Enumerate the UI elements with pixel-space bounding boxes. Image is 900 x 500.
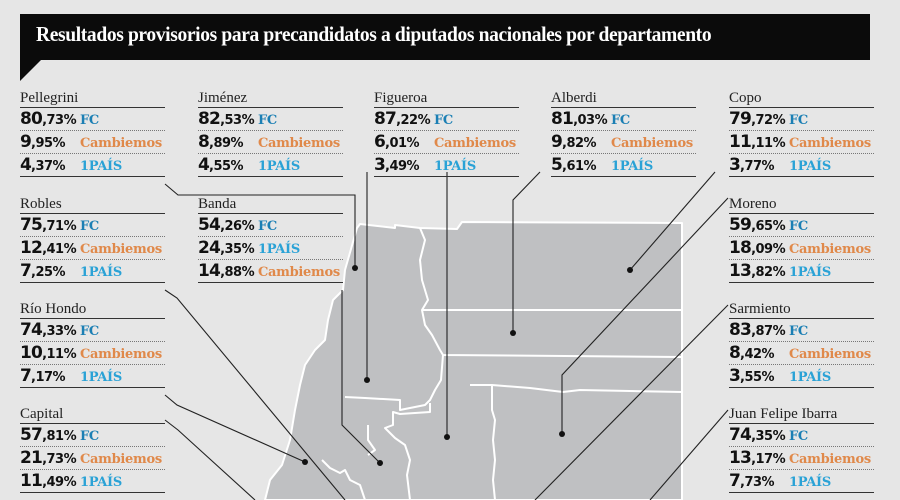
result-row: 3,55% 1PAÍS (729, 365, 874, 388)
dot-figueroa (444, 434, 450, 440)
result-row: 8,42% Cambiemos (729, 342, 874, 365)
result-row: 10,11% Cambiemos (20, 342, 165, 365)
dept-sarmiento: Sarmiento 83,87% FC 8,42% Cambiemos 3,55% 1… (729, 301, 874, 388)
dept-name: Alberdi (551, 90, 696, 108)
result-row: 82,53% FC (198, 108, 343, 131)
result-row: 74,35% FC (729, 424, 874, 447)
result-row: 11,11% Cambiemos (729, 131, 874, 154)
dept-name: Pellegrini (20, 90, 165, 108)
leader-copo (629, 171, 716, 271)
result-row: 5,61% 1PAÍS (551, 154, 696, 177)
result-row: 11,49% 1PAÍS (20, 470, 165, 493)
dept-rio-hondo: Río Hondo 74,33% FC 10,11% Cambiemos 7,17%… (20, 301, 165, 388)
result-row: 3,49% 1PAÍS (374, 154, 519, 177)
dept-jimenez: Jiménez 82,53% FC 8,89% Cambiemos 4,55% 1PA… (198, 90, 343, 177)
dept-banda: Banda 54,26% FC 24,35% 1PAÍS 14,88% Cambiem… (198, 196, 343, 283)
dept-moreno: Moreno 59,65% FC 18,09% Cambiemos 13,82% 1P… (729, 196, 874, 283)
leader-ibarra (649, 409, 729, 500)
dept-copo: Copo 79,72% FC 11,11% Cambiemos 3,77% 1PAÍS (729, 90, 874, 177)
result-row: 6,01% Cambiemos (374, 131, 519, 154)
result-row: 83,87% FC (729, 319, 874, 342)
leader-sarmiento (534, 304, 729, 500)
dept-name: Río Hondo (20, 301, 165, 319)
dot-pellegrini (352, 265, 358, 271)
dept-juan-felipe-ibarra: Juan Felipe Ibarra 74,35% FC 13,17% Cambie… (729, 406, 874, 493)
dept-name: Juan Felipe Ibarra (729, 406, 874, 424)
leader-capital (164, 419, 256, 500)
dept-name: Jiménez (198, 90, 343, 108)
result-row: 13,82% 1PAÍS (729, 260, 874, 283)
result-row: 4,55% 1PAÍS (198, 154, 343, 177)
result-row: 14,88% Cambiemos (198, 260, 343, 283)
leader-alberdi (512, 171, 541, 333)
result-row: 87,22% FC (374, 108, 519, 131)
result-row: 80,73% FC (20, 108, 165, 131)
dot-jimenez (364, 377, 370, 383)
dot-banda (377, 460, 383, 466)
leader-pellegrini (164, 183, 356, 268)
page-title: Resultados provisorios para precandidato… (36, 22, 712, 46)
dot-copo (627, 267, 633, 273)
result-row: 9,82% Cambiemos (551, 131, 696, 154)
dot-alberdi (510, 330, 516, 336)
dept-name: Capital (20, 406, 165, 424)
dept-name: Robles (20, 196, 165, 214)
dept-pellegrini: Pellegrini 80,73% FC 9,95% Cambiemos 4,37%… (20, 90, 165, 177)
result-row: 13,17% Cambiemos (729, 447, 874, 470)
result-row: 4,37% 1PAÍS (20, 154, 165, 177)
dept-robles: Robles 75,71% FC 12,41% Cambiemos 7,25% 1PA… (20, 196, 165, 283)
result-row: 75,71% FC (20, 214, 165, 237)
result-row: 7,73% 1PAÍS (729, 470, 874, 493)
dept-name: Copo (729, 90, 874, 108)
result-row: 54,26% FC (198, 214, 343, 237)
dept-name: Figueroa (374, 90, 519, 108)
dept-name: Sarmiento (729, 301, 874, 319)
dot-moreno (559, 431, 565, 437)
result-row: 21,73% Cambiemos (20, 447, 165, 470)
result-row: 7,17% 1PAÍS (20, 365, 165, 388)
result-row: 81,03% FC (551, 108, 696, 131)
result-row: 8,89% Cambiemos (198, 131, 343, 154)
title-bar-tail (20, 59, 42, 81)
title-bar (20, 14, 870, 60)
result-row: 57,81% FC (20, 424, 165, 447)
result-row: 59,65% FC (729, 214, 874, 237)
dept-name: Banda (198, 196, 343, 214)
result-row: 3,77% 1PAÍS (729, 154, 874, 177)
result-row: 18,09% Cambiemos (729, 237, 874, 260)
leader-banda (341, 290, 381, 464)
leader-robles (164, 289, 346, 500)
result-row: 74,33% FC (20, 319, 165, 342)
dot-riohondo (302, 459, 308, 465)
map-outline (264, 221, 683, 500)
leader-riohondo (164, 394, 306, 463)
leader-moreno (561, 197, 729, 434)
result-row: 7,25% 1PAÍS (20, 260, 165, 283)
dept-figueroa: Figueroa 87,22% FC 6,01% Cambiemos 3,49% 1P… (374, 90, 519, 177)
result-row: 12,41% Cambiemos (20, 237, 165, 260)
dept-capital: Capital 57,81% FC 21,73% Cambiemos 11,49% 1… (20, 406, 165, 493)
dept-alberdi: Alberdi 81,03% FC 9,82% Cambiemos 5,61% 1PA… (551, 90, 696, 177)
result-row: 79,72% FC (729, 108, 874, 131)
dept-name: Moreno (729, 196, 874, 214)
result-row: 9,95% Cambiemos (20, 131, 165, 154)
result-row: 24,35% 1PAÍS (198, 237, 343, 260)
